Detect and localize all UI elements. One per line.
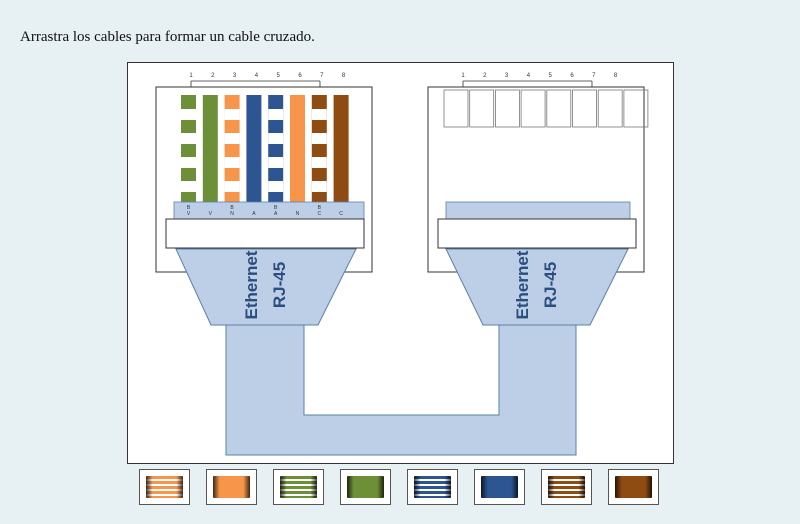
left-rj45-label: RJ-45 (270, 262, 289, 308)
right-drop-slots[interactable] (443, 89, 649, 128)
wire-stripe (224, 109, 240, 120)
wire-stripe (311, 157, 327, 168)
pin-number: 6 (570, 73, 574, 79)
cable-tile-green[interactable] (340, 469, 391, 505)
wire-stripe (224, 181, 240, 192)
cable-swatch (548, 476, 585, 498)
wire-stripe (224, 133, 240, 144)
cable-swatch (481, 476, 518, 498)
wire-drop-slot[interactable] (494, 89, 520, 128)
cable-tile-brown[interactable] (608, 469, 659, 505)
left-ethernet-label: Ethernet (242, 250, 261, 319)
cable-tile-blue-white[interactable] (407, 469, 458, 505)
pin-number: 5 (277, 73, 281, 79)
right-pin-numbers: 1 2 3 4 5 6 7 8 (461, 73, 618, 79)
wire-stripe (311, 181, 327, 192)
pin-number: 5 (549, 73, 553, 79)
wire-code: C (317, 211, 321, 217)
cable-swatch (414, 476, 451, 498)
wire-stripe (311, 109, 327, 120)
left-wire (311, 95, 327, 203)
wire-code: N (296, 211, 300, 217)
pin-number: 7 (320, 73, 324, 79)
wire-drop-slot[interactable] (597, 89, 623, 128)
wire-drop-slot[interactable] (443, 89, 469, 128)
wire-code: C (339, 211, 343, 217)
right-ethernet-label: Ethernet (513, 250, 532, 319)
right-rj45-label: RJ-45 (541, 262, 560, 308)
left-wire-codes: BV VBN ABA NBC C (187, 205, 343, 217)
cable-swatch (615, 476, 652, 498)
wire-drop-slot[interactable] (546, 89, 572, 128)
cable-swatch (146, 476, 183, 498)
left-wire (333, 95, 349, 203)
wire-stripe (181, 181, 196, 192)
wire-code: A (252, 211, 256, 217)
left-wire (268, 95, 284, 203)
left-wire (290, 95, 305, 203)
pin-number: 1 (189, 73, 193, 79)
wire-drop-slot[interactable] (572, 89, 597, 128)
cable-swatch (213, 476, 250, 498)
pin-number: 4 (527, 73, 531, 79)
instruction-text: Arrastra los cables para formar un cable… (20, 29, 315, 45)
wire-code: V (187, 211, 191, 217)
pin-number: 3 (233, 73, 237, 79)
left-wire (181, 95, 196, 203)
wire-drop-slot[interactable] (623, 89, 649, 128)
pin-number: 6 (298, 73, 302, 79)
wire-code: B (230, 205, 234, 211)
wire-code: N (230, 211, 234, 217)
wire-stripe (268, 181, 284, 192)
wire-code: B (318, 205, 322, 211)
left-wire (224, 95, 240, 203)
wire-stripe (224, 157, 240, 168)
pin-number: 2 (483, 73, 487, 79)
pin-number: 4 (255, 73, 259, 79)
wire-stripe (311, 133, 327, 144)
wire-stripe (181, 157, 196, 168)
wire-stripe (181, 109, 196, 120)
wire-stripe (268, 157, 284, 168)
cable-tile-orange-white[interactable] (139, 469, 190, 505)
wire-stripe (181, 133, 196, 144)
pin-number: 8 (342, 73, 346, 79)
left-wires (181, 95, 349, 203)
cable-tile-green-white[interactable] (273, 469, 324, 505)
cable-swatch (347, 476, 384, 498)
cable-tile-blue[interactable] (474, 469, 525, 505)
wire-code: V (209, 211, 213, 217)
pin-number: 1 (461, 73, 465, 79)
wire-code: B (274, 205, 278, 211)
right-connector: 1 2 3 4 5 6 7 8 Ethernet RJ-45 (427, 73, 649, 326)
pin-number: 3 (505, 73, 509, 79)
pin-number: 2 (211, 73, 215, 79)
left-wire (246, 95, 262, 203)
cable-tile-brown-white[interactable] (541, 469, 592, 505)
wire-code: B (187, 205, 191, 211)
cable-swatch (280, 476, 317, 498)
wire-drop-slot[interactable] (469, 89, 495, 128)
wire-stripe (268, 133, 284, 144)
pin-number: 8 (614, 73, 618, 79)
pin-number: 7 (592, 73, 596, 79)
left-pin-numbers: 1 2 3 4 5 6 7 8 (189, 73, 346, 79)
wire-code: A (274, 211, 278, 217)
wire-drop-slot[interactable] (520, 89, 546, 128)
cable-body (225, 324, 577, 456)
wire-stripe (268, 109, 284, 120)
cable-tile-orange[interactable] (206, 469, 257, 505)
left-wire (202, 95, 218, 203)
